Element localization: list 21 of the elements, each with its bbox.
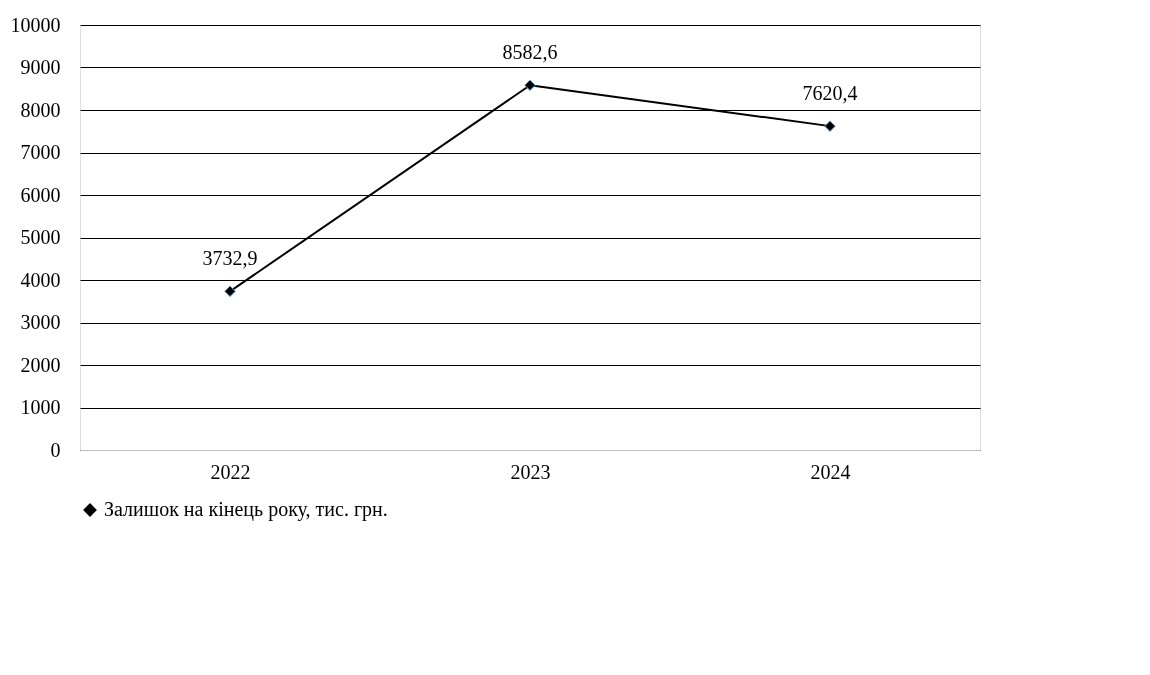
y-tick-label: 8000 bbox=[20, 98, 61, 121]
y-tick-label: 9000 bbox=[20, 56, 61, 78]
y-tick-label: 6000 bbox=[20, 183, 61, 206]
x-tick-label: 2023 bbox=[510, 460, 551, 483]
x-tick-label: 2022 bbox=[210, 460, 251, 483]
x-tick-label: 2024 bbox=[810, 460, 851, 483]
legend-label: Залишок на кінець року, тис. грн. bbox=[104, 498, 388, 521]
y-tick-label: 3000 bbox=[20, 311, 61, 333]
y-tick-label: 1000 bbox=[20, 396, 61, 418]
data-label: 8582,6 bbox=[502, 41, 558, 64]
data-label: 7620,4 bbox=[802, 82, 858, 105]
y-tick-label: 0 bbox=[50, 438, 61, 461]
point bbox=[524, 79, 536, 91]
y-tick-label: 4000 bbox=[20, 268, 61, 291]
y-tick-label: 7000 bbox=[20, 141, 61, 163]
y-tick-label: 5000 bbox=[20, 226, 61, 248]
point bbox=[224, 285, 236, 298]
point bbox=[824, 120, 836, 132]
y-tick-label: 2000 bbox=[20, 353, 61, 376]
data-label: 3732,9 bbox=[202, 247, 258, 270]
y-tick-label: 10000 bbox=[10, 13, 61, 36]
